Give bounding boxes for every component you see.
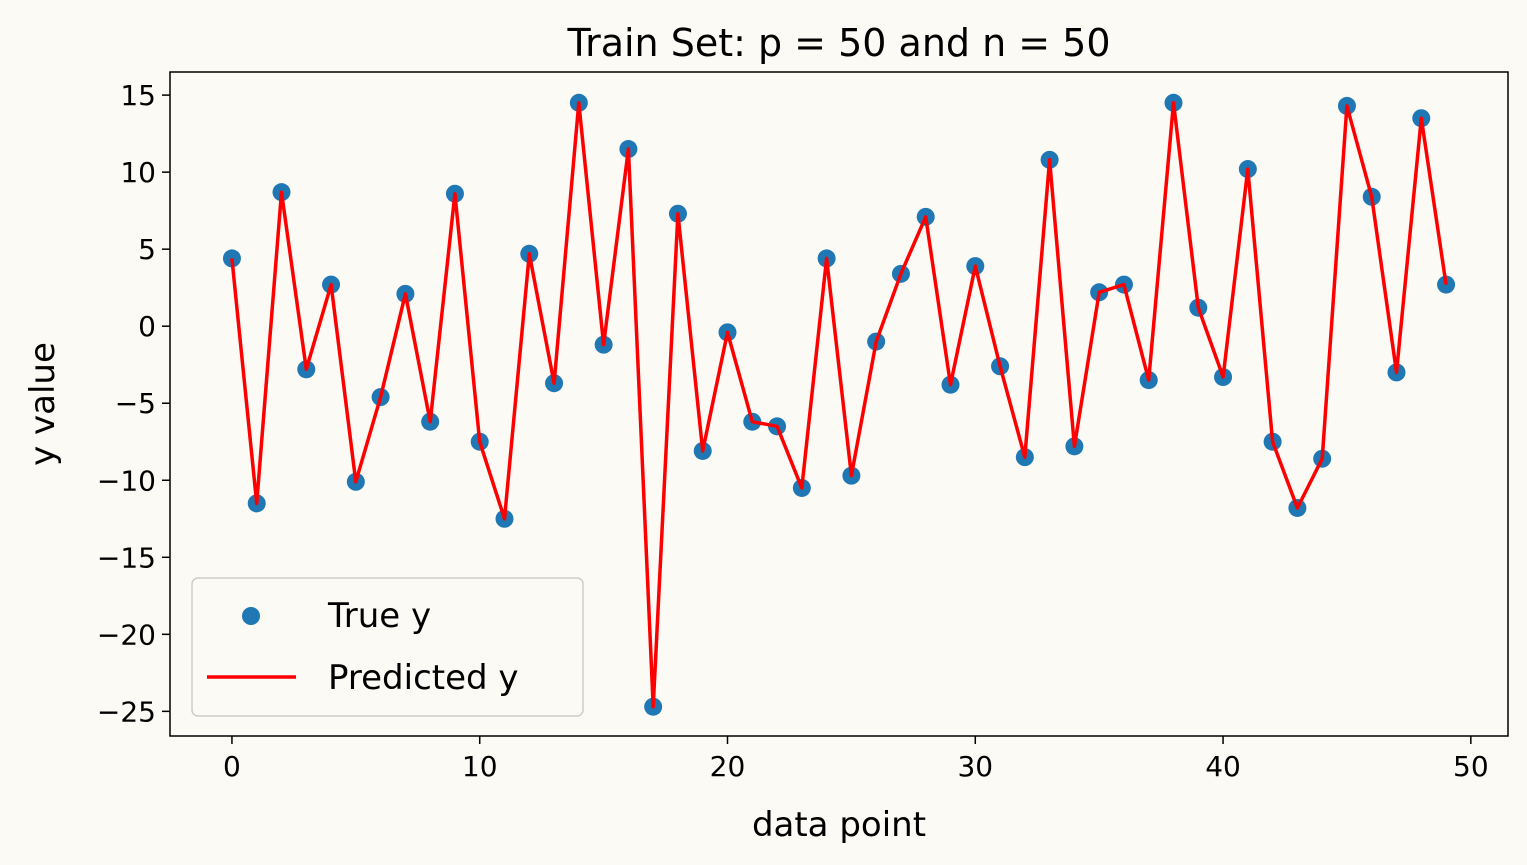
predicted-y-line — [230, 101, 1448, 709]
x-tick-label: 50 — [1453, 750, 1489, 783]
y-tick-label: −15 — [97, 541, 156, 574]
y-axis-label: y value — [23, 342, 63, 466]
x-tick-label: 40 — [1205, 750, 1241, 783]
y-tick-label: 5 — [138, 233, 156, 266]
x-tick-label: 30 — [957, 750, 993, 783]
y-tick-label: −10 — [97, 464, 156, 497]
line-layer — [230, 101, 1448, 709]
legend-label-true-y: True y — [327, 596, 431, 636]
y-tick-label: 15 — [120, 79, 156, 112]
y-tick-label: −25 — [97, 695, 156, 728]
y-tick-label: 0 — [138, 310, 156, 343]
x-tick-label: 20 — [710, 750, 746, 783]
x-axis-label: data point — [752, 805, 926, 845]
x-tick-label: 0 — [223, 750, 241, 783]
legend: True y Predicted y — [191, 577, 584, 717]
chart-title: Train Set: p = 50 and n = 50 — [566, 21, 1110, 65]
points-layer — [222, 93, 1456, 716]
y-tick-label: 10 — [120, 156, 156, 189]
legend-box — [191, 577, 584, 717]
legend-marker-true-y — [242, 607, 260, 625]
legend-label-predicted-y: Predicted y — [328, 658, 519, 698]
y-tick-label: −20 — [97, 618, 156, 651]
y-tick-label: −5 — [115, 387, 156, 420]
x-tick-label: 10 — [462, 750, 498, 783]
